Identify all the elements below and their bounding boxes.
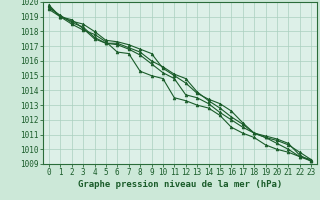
X-axis label: Graphe pression niveau de la mer (hPa): Graphe pression niveau de la mer (hPa) [78, 180, 282, 189]
